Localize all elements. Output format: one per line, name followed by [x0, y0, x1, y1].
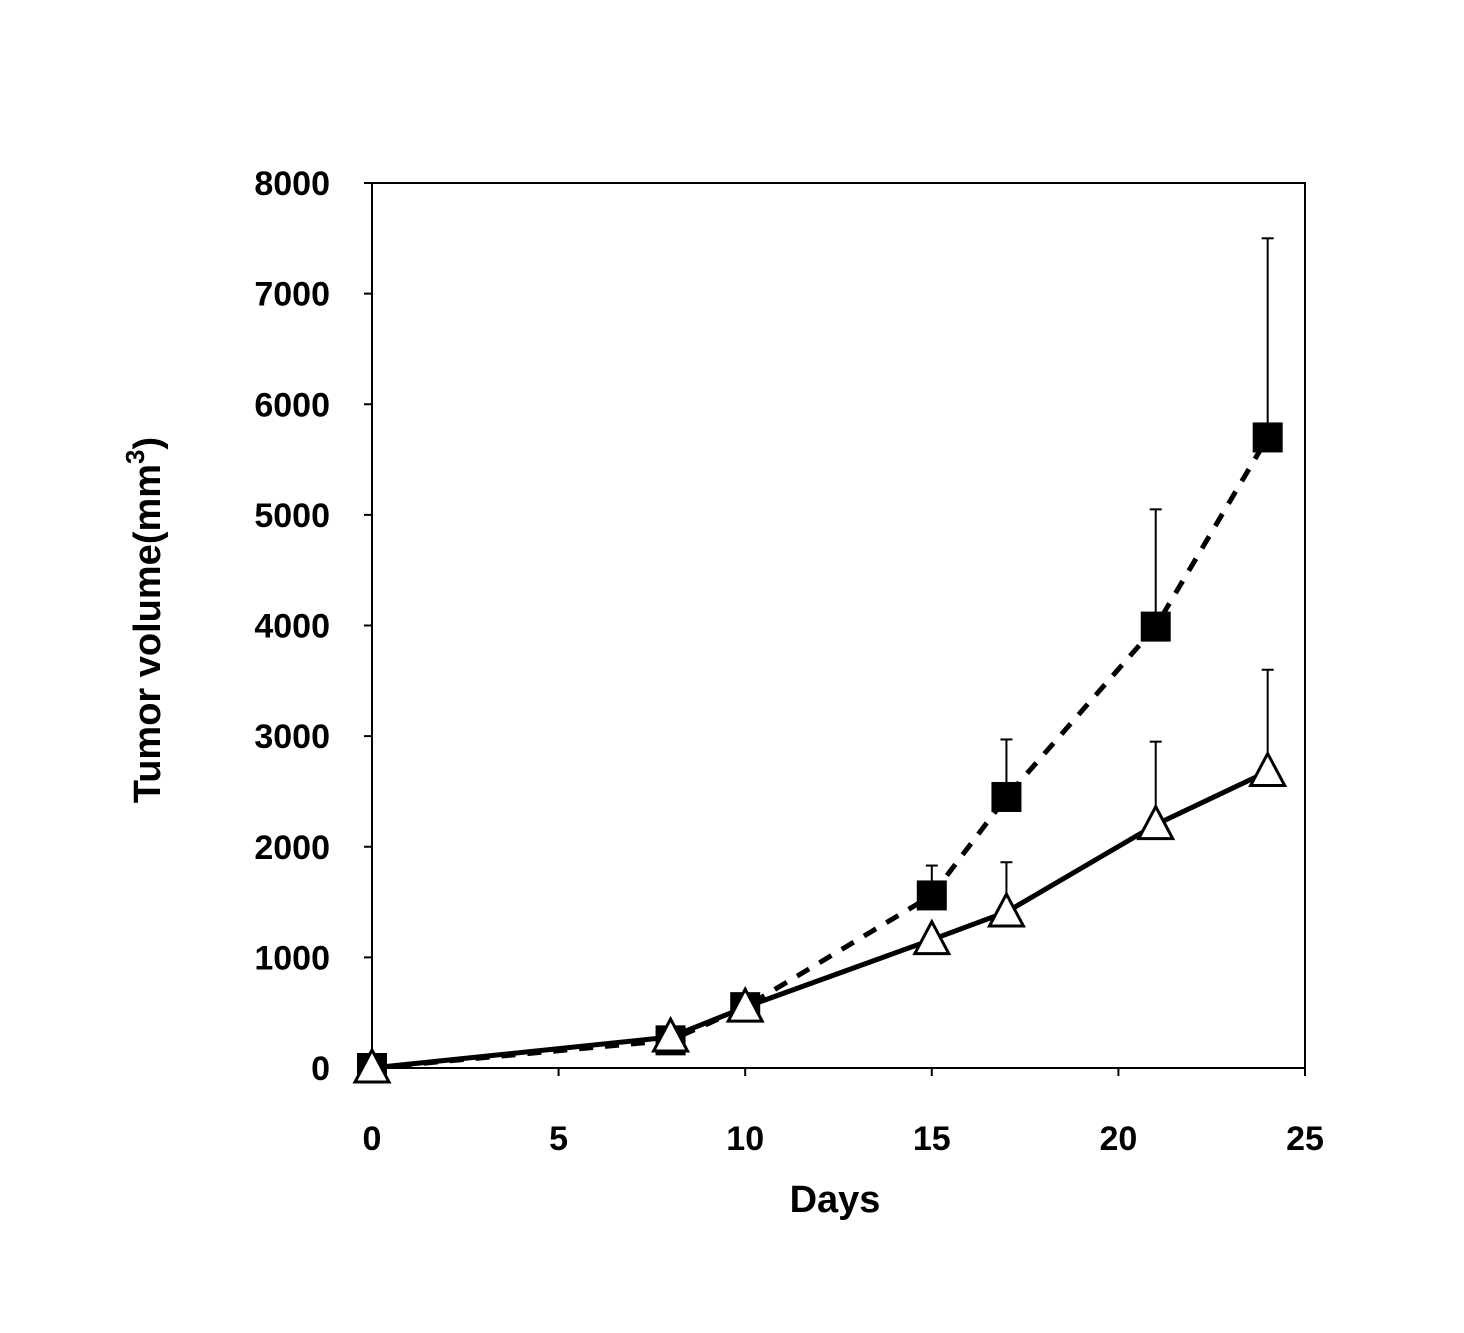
y-tick-label: 0: [311, 1050, 330, 1088]
x-tick-label: 5: [549, 1120, 568, 1158]
series-line: [371, 769, 1269, 1071]
y-axis-title-close: ): [127, 437, 169, 450]
data-point-triangle: [986, 890, 1026, 928]
y-tick-label: 4000: [254, 608, 330, 646]
y-tick-label: 6000: [254, 386, 330, 424]
data-point-square: [916, 880, 947, 911]
y-tick-label: 8000: [254, 165, 330, 203]
data-point-triangle: [1136, 803, 1176, 841]
y-axis-title-superscript: 3: [120, 449, 150, 463]
y-axis-title: Tumor volume(mm3): [120, 437, 169, 803]
data-point-triangle: [725, 985, 765, 1023]
y-tick-label: 5000: [254, 497, 330, 535]
x-tick-label: 10: [726, 1120, 764, 1158]
data-point-triangle: [651, 1015, 691, 1053]
y-tick-label: 2000: [254, 829, 330, 867]
x-tick-label: 0: [363, 1120, 382, 1158]
series-line: [371, 436, 1270, 1071]
series-group: [352, 237, 1288, 1084]
y-axis-title-main: Tumor volume(mm: [127, 464, 169, 803]
y-tick-label: 1000: [254, 939, 330, 977]
series-open-triangle-solid: [352, 668, 1288, 1084]
data-point-square: [1140, 611, 1171, 642]
data-point-square: [991, 781, 1022, 812]
data-point-square: [1252, 422, 1283, 453]
y-axis-ticks: 0 1000 2000 3000 4000 5000 6000 7000 8000: [254, 165, 372, 1088]
x-tick-label: 25: [1286, 1120, 1324, 1158]
x-tick-label: 20: [1099, 1120, 1137, 1158]
x-tick-label: 15: [913, 1120, 951, 1158]
y-tick-label: 3000: [254, 718, 330, 756]
x-axis-ticks: 0 5 10 15 20 25: [363, 1068, 1324, 1158]
data-point-triangle: [1248, 750, 1288, 788]
series-filled-square-dashed: [357, 237, 1283, 1083]
data-point-triangle: [352, 1046, 392, 1084]
x-axis-title: Days: [790, 1179, 881, 1221]
data-point-triangle: [912, 918, 952, 956]
y-tick-label: 7000: [254, 276, 330, 314]
